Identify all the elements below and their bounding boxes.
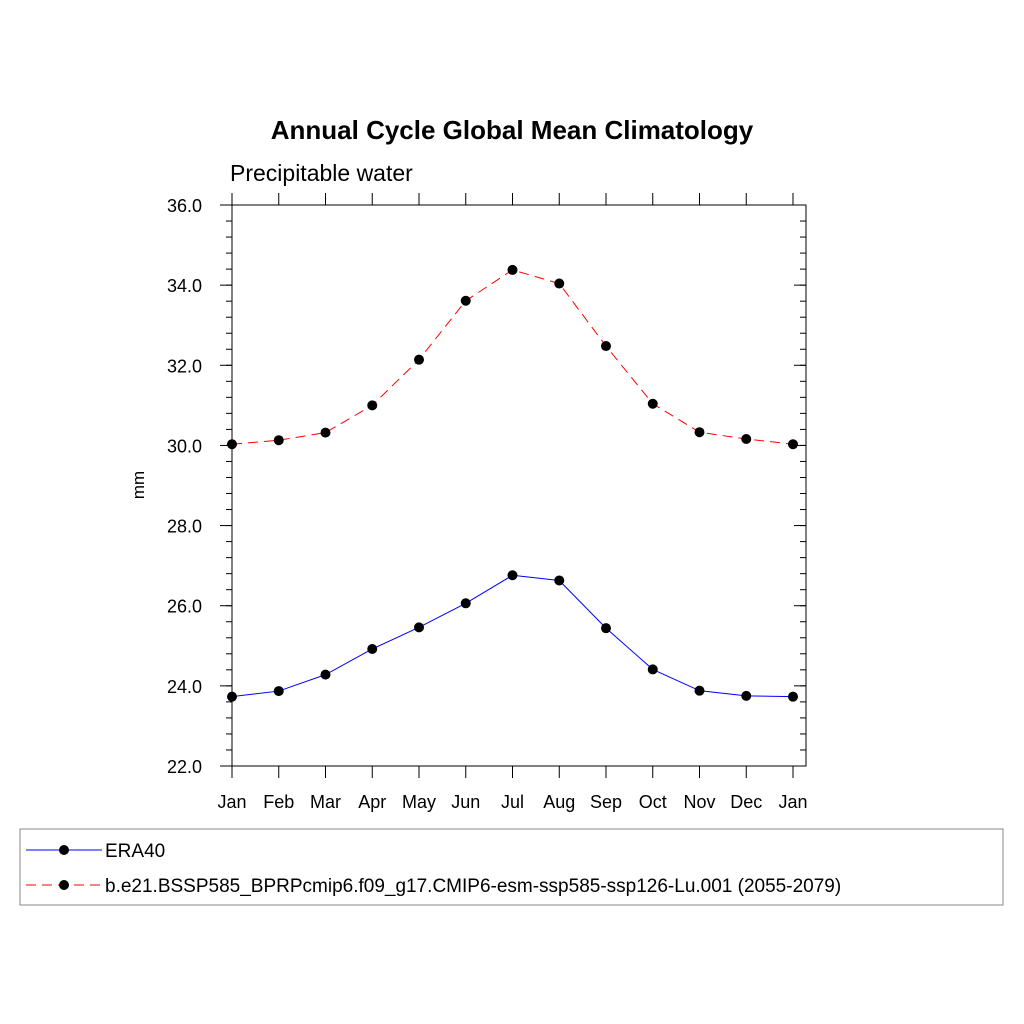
x-tick-label: Oct (639, 792, 667, 812)
data-point-s1-3 (367, 400, 378, 411)
x-tick-label: Feb (263, 792, 294, 812)
data-point-s0-2 (320, 669, 331, 680)
data-point-s0-12 (788, 691, 798, 702)
data-point-s0-1 (273, 686, 284, 697)
plot-area: 22.0 24.0 26.0 28.0 30.0 32.0 34.0 36.0 Jan Feb Ma… (167, 193, 808, 812)
x-tick-label: Jan (778, 792, 807, 812)
y-tick-label: 30.0 (167, 436, 202, 456)
y-tick-label: 28.0 (167, 517, 202, 537)
x-tick-label: Jul (501, 792, 524, 812)
legend-marker-era40 (59, 845, 69, 855)
data-point-s1-0 (227, 439, 237, 450)
data-point-s0-10 (694, 685, 705, 696)
chart-title: Annual Cycle Global Mean Climatology (271, 115, 754, 145)
y-tick-label: 34.0 (167, 276, 202, 296)
x-tick-label: Dec (730, 792, 762, 812)
data-point-s1-8 (601, 341, 611, 352)
x-tick-label: Apr (358, 792, 386, 812)
data-point-s1-2 (320, 427, 331, 438)
data-point-s1-6 (507, 264, 518, 275)
data-point-s1-7 (554, 278, 565, 289)
data-point-s1-1 (273, 435, 284, 446)
data-point-s1-11 (741, 434, 752, 445)
legend-box (19, 828, 1004, 906)
data-point-s0-4 (414, 622, 424, 633)
y-tick-label: 24.0 (167, 677, 202, 697)
x-tick-label: Nov (683, 792, 715, 812)
x-tick-label: Sep (590, 792, 622, 812)
series-line-1 (231, 269, 794, 445)
y-tick-label: 32.0 (167, 356, 202, 376)
data-point-s0-6 (507, 570, 518, 581)
series-layer (227, 264, 798, 702)
x-tick-label: Jun (451, 792, 480, 812)
data-point-s1-12 (788, 439, 798, 450)
series-line-0 (231, 574, 794, 698)
chart-subtitle: Precipitable water (230, 160, 413, 186)
data-point-s0-5 (460, 598, 471, 609)
x-tick-label: Jan (217, 792, 246, 812)
data-point-s0-0 (227, 691, 237, 702)
legend: ERA40 b.e21.BSSP585_BPRPcmip6.f09_g17.CM… (19, 828, 1004, 906)
x-tick-label: May (402, 792, 436, 812)
data-point-s1-10 (694, 427, 705, 438)
data-point-s1-5 (460, 295, 471, 306)
data-point-s1-4 (414, 354, 424, 365)
y-tick-label: 26.0 (167, 597, 202, 617)
plot-frame (231, 204, 807, 767)
data-point-s0-7 (554, 575, 565, 586)
data-point-s0-8 (601, 623, 611, 634)
data-point-s0-3 (367, 643, 378, 654)
data-point-s0-11 (741, 690, 752, 701)
data-point-s1-9 (647, 398, 658, 409)
x-tick-label: Mar (310, 792, 341, 812)
y-tick-label: 22.0 (167, 757, 202, 777)
legend-label-cesm: b.e21.BSSP585_BPRPcmip6.f09_g17.CMIP6-es… (105, 876, 841, 897)
y-tick-label: 36.0 (167, 196, 202, 216)
legend-label-era40: ERA40 (105, 841, 165, 862)
x-tick-label: Aug (543, 792, 575, 812)
data-point-s0-9 (647, 664, 658, 675)
y-axis-label: mm (129, 471, 148, 499)
legend-marker-cesm (59, 880, 69, 890)
